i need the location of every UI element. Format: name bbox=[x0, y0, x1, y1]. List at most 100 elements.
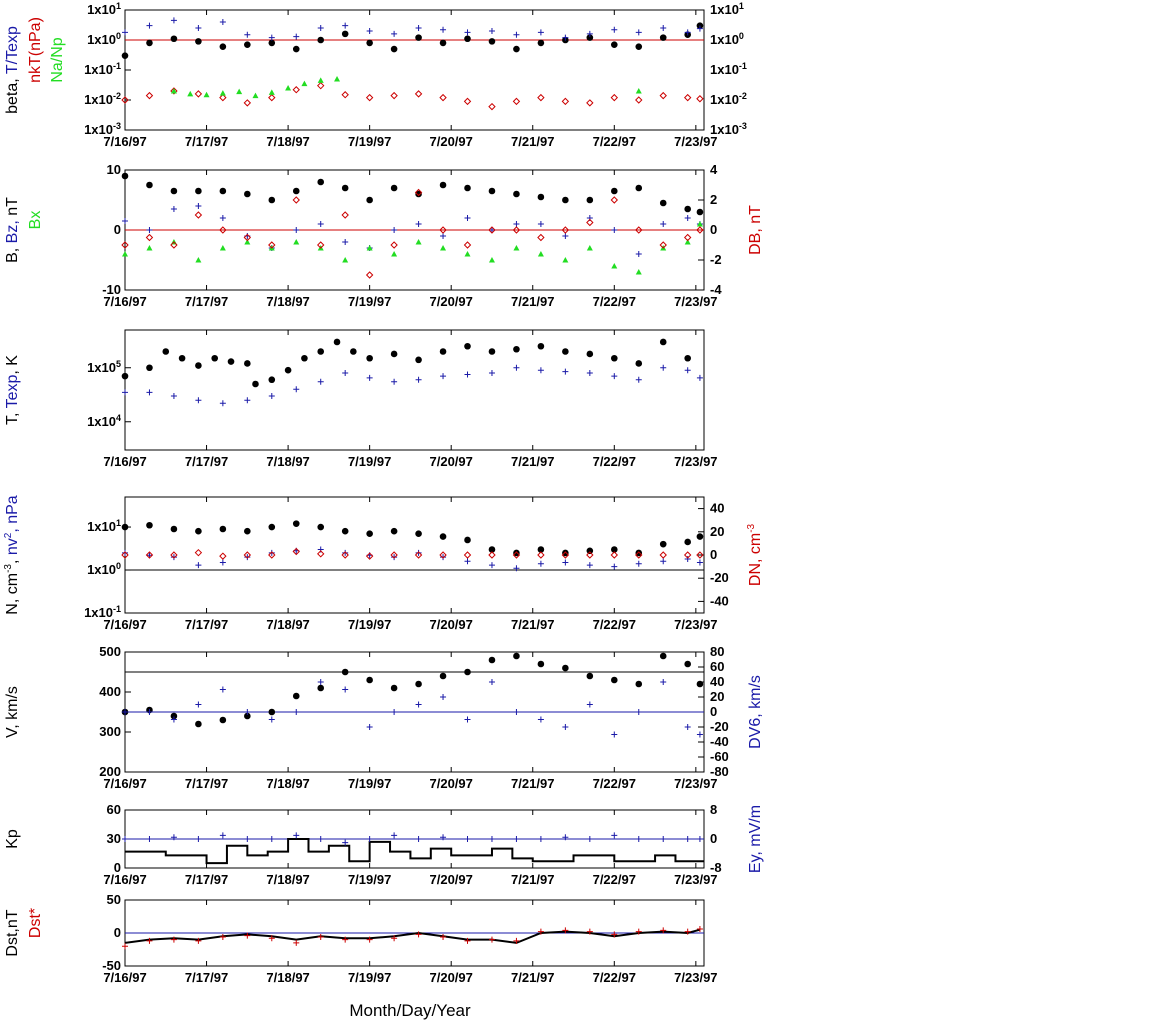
y-axis-label: Dst,nT bbox=[4, 909, 21, 956]
data-point bbox=[366, 374, 373, 381]
data-point bbox=[194, 211, 203, 219]
data-point bbox=[513, 836, 520, 842]
x-tick-label: 7/21/97 bbox=[511, 454, 554, 469]
data-point bbox=[415, 701, 422, 708]
data-point bbox=[219, 400, 226, 407]
x-tick-label: 7/17/97 bbox=[185, 294, 228, 309]
data-point bbox=[464, 668, 471, 676]
data-point bbox=[684, 367, 691, 374]
data-point bbox=[610, 187, 618, 195]
data-point bbox=[660, 836, 667, 842]
x-tick-label: 7/20/97 bbox=[430, 134, 473, 149]
data-point bbox=[122, 218, 128, 224]
data-point bbox=[317, 241, 325, 249]
data-point bbox=[366, 724, 373, 730]
data-point bbox=[439, 226, 447, 234]
data-point bbox=[586, 30, 593, 37]
plot-frame bbox=[124, 329, 705, 451]
data-point bbox=[365, 271, 374, 279]
data-point bbox=[366, 196, 373, 204]
data-point bbox=[268, 392, 275, 399]
x-tick-label: 7/23/97 bbox=[674, 872, 717, 887]
y2-tick-label: 0 bbox=[710, 222, 717, 237]
data-point bbox=[561, 97, 570, 106]
data-point bbox=[317, 178, 325, 186]
data-point bbox=[366, 836, 373, 842]
data-point bbox=[391, 251, 398, 257]
data-point bbox=[660, 679, 667, 685]
y2-tick-label: 1x10-3 bbox=[710, 121, 747, 137]
y2-axis-label: Ey, mV/m bbox=[747, 805, 764, 873]
data-point bbox=[562, 664, 569, 672]
data-point bbox=[341, 668, 349, 676]
data-point bbox=[195, 937, 202, 944]
data-point bbox=[244, 932, 251, 939]
x-tick-label: 7/18/97 bbox=[266, 617, 309, 632]
data-point bbox=[586, 551, 594, 559]
data-point bbox=[463, 551, 472, 559]
data-point bbox=[696, 226, 704, 234]
data-point bbox=[696, 95, 704, 103]
data-point bbox=[684, 215, 691, 221]
data-point bbox=[561, 226, 570, 234]
data-point bbox=[684, 556, 691, 563]
y2-tick-label: -2 bbox=[710, 252, 722, 267]
data-point bbox=[292, 520, 300, 527]
data-point bbox=[244, 190, 251, 198]
y2-axis-label: DN, cm-3 bbox=[746, 523, 764, 586]
data-point bbox=[219, 686, 226, 693]
data-point bbox=[684, 724, 691, 730]
data-point bbox=[513, 565, 520, 572]
y-axis-label: T, Texp, K bbox=[4, 355, 21, 425]
data-point bbox=[635, 269, 642, 275]
x-tick-label: 7/20/97 bbox=[430, 294, 473, 309]
data-point bbox=[439, 551, 447, 559]
data-point bbox=[211, 354, 219, 362]
data-point bbox=[284, 366, 292, 374]
data-point bbox=[268, 34, 275, 41]
data-point bbox=[170, 241, 178, 249]
data-point bbox=[293, 239, 300, 245]
data-point bbox=[586, 701, 593, 708]
data-point bbox=[146, 39, 153, 47]
data-point bbox=[537, 29, 544, 36]
data-point bbox=[268, 196, 276, 204]
data-point bbox=[635, 680, 643, 688]
data-point bbox=[635, 87, 642, 94]
data-point bbox=[440, 933, 447, 940]
data-point bbox=[439, 348, 447, 355]
data-point bbox=[292, 547, 300, 556]
y-tick-label: 1x101 bbox=[87, 518, 121, 534]
data-point bbox=[537, 367, 544, 374]
y2-tick-label: 8 bbox=[710, 802, 717, 817]
y-tick-label: 1x105 bbox=[87, 359, 121, 375]
y2-tick-label: 20 bbox=[710, 689, 724, 704]
data-point bbox=[292, 86, 300, 94]
data-point bbox=[414, 90, 423, 98]
x-tick-label: 7/16/97 bbox=[103, 617, 146, 632]
y2-tick-label: 1x101 bbox=[710, 1, 744, 17]
data-point bbox=[415, 376, 422, 383]
data-point bbox=[610, 551, 619, 559]
panel-3: 7/16/97 7/17/97 7/18/97 7/19/97 7/20/97 7/21/… bbox=[4, 329, 718, 469]
data-point bbox=[145, 551, 154, 559]
y2-tick-label: 80 bbox=[710, 644, 724, 659]
data-point bbox=[610, 546, 618, 553]
data-point bbox=[342, 257, 349, 263]
data-point bbox=[696, 208, 704, 216]
x-tick-label: 7/16/97 bbox=[103, 454, 146, 469]
data-point bbox=[122, 709, 128, 715]
data-point bbox=[195, 527, 202, 535]
data-point bbox=[488, 226, 496, 234]
data-point bbox=[635, 360, 643, 367]
y2-tick-label: 40 bbox=[710, 674, 724, 689]
data-point bbox=[244, 527, 251, 535]
data-point bbox=[562, 927, 569, 934]
data-point bbox=[635, 836, 642, 842]
data-point bbox=[293, 227, 300, 233]
y2-tick-label: -20 bbox=[710, 719, 729, 734]
x-tick-label: 7/19/97 bbox=[348, 970, 391, 985]
panel-4: 7/16/97 7/17/97 7/18/97 7/19/97 7/20/97 7/21/… bbox=[3, 495, 764, 632]
data-point bbox=[659, 199, 667, 207]
data-point bbox=[219, 93, 227, 102]
